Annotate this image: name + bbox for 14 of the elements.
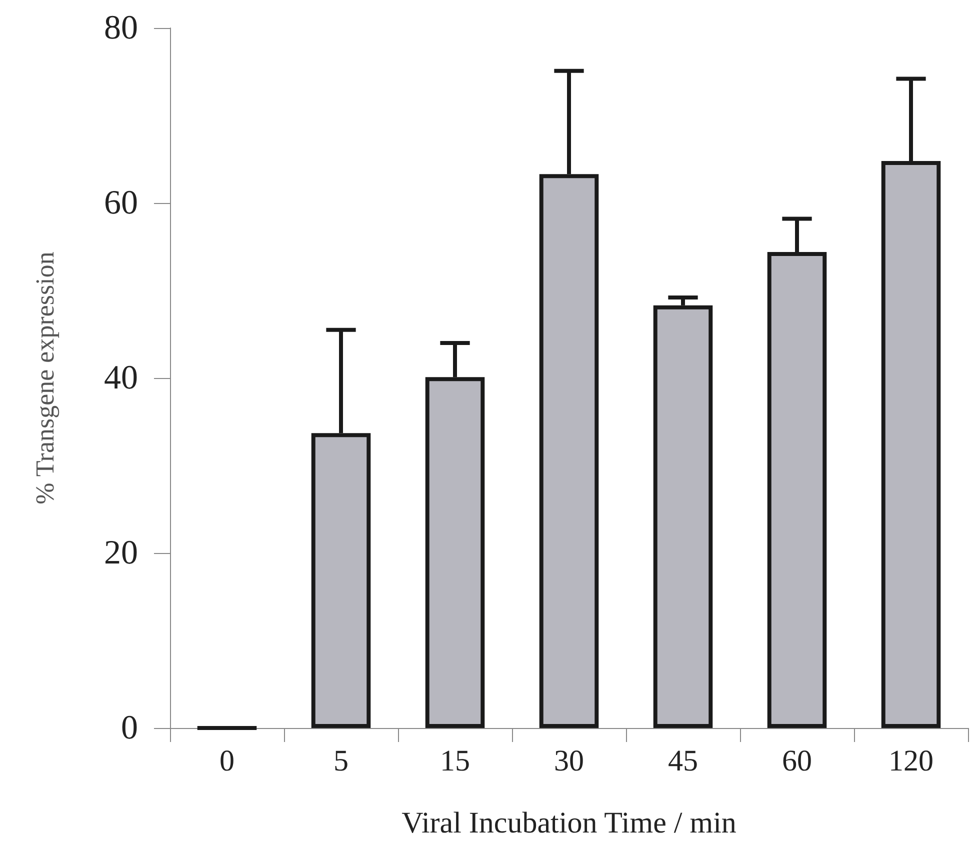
- y-tick-label: 0: [121, 710, 138, 746]
- y-tick-label: 40: [104, 360, 138, 396]
- x-axis-title: Viral Incubation Time / min: [402, 806, 736, 840]
- y-tick-label: 80: [104, 10, 138, 46]
- x-tick-label: 30: [554, 744, 584, 778]
- y-tick-label: 60: [104, 184, 138, 222]
- x-tick-label: 45: [668, 744, 698, 778]
- x-tick-label: 0: [220, 744, 234, 778]
- x-tick-label: 60: [782, 744, 812, 778]
- x-tick-label: 5: [334, 744, 348, 778]
- y-axis-title: % Transgene expression: [30, 252, 60, 504]
- x-tick-label: 120: [888, 744, 934, 778]
- x-tick-label: 15: [440, 744, 470, 778]
- y-tick-label: 20: [104, 534, 138, 572]
